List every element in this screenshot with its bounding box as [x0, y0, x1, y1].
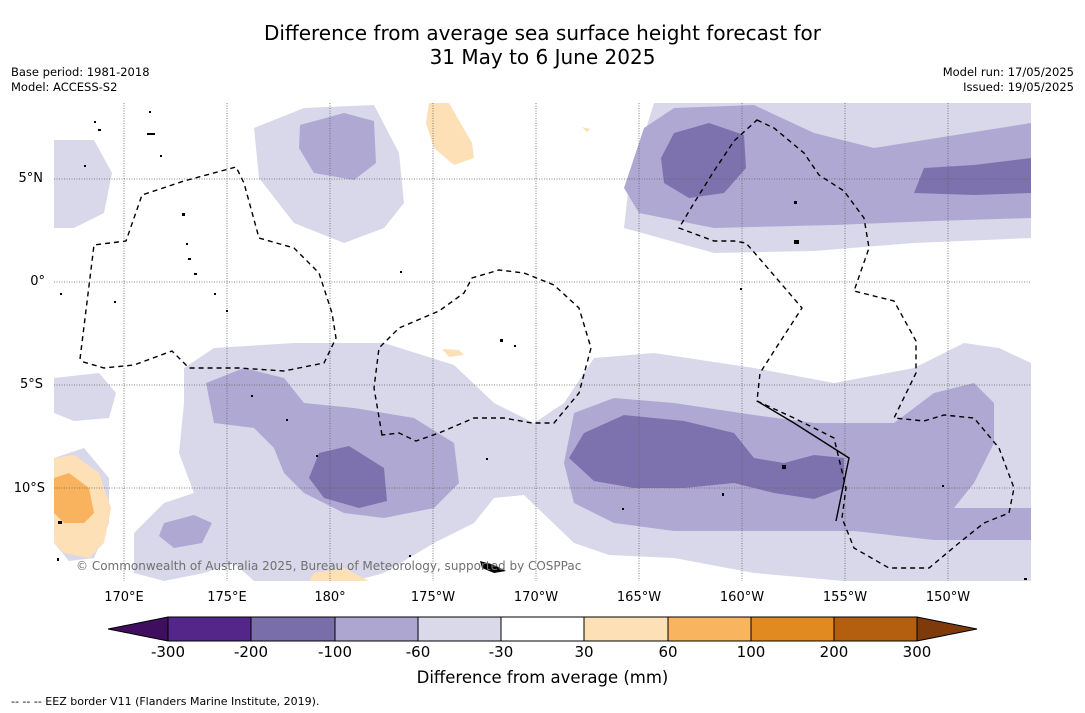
colorbar-segment-5: [501, 617, 584, 641]
islands: [57, 111, 1027, 580]
issued-text: Issued: 19/05/2025: [963, 80, 1074, 94]
lon-label-170w: 170°W: [513, 590, 559, 605]
colorbar-segment-2: [251, 617, 335, 641]
lon-label-175w: 175°W: [410, 590, 456, 605]
eez-footnote: -- -- -- EEZ border V11 (Flanders Marine…: [11, 695, 320, 708]
anomaly-positive-region: [54, 103, 590, 581]
colorbar-tick: -100: [317, 643, 353, 661]
eez-border: [79, 119, 1015, 569]
title-line-2: 31 May to 6 June 2025: [429, 45, 656, 69]
colorbar-segment-9: [834, 617, 917, 641]
lat-label-5n: 5°N: [18, 171, 44, 186]
lon-label-165w: 165°W: [616, 590, 662, 605]
colorbar-tick: 30: [574, 643, 594, 661]
colorbar-tick: -30: [488, 643, 514, 661]
colorbar-segment-10: [917, 617, 977, 641]
lat-label-5s: 5°S: [19, 377, 43, 392]
lon-label-155w: 155°W: [822, 590, 868, 605]
graticule: [54, 103, 1031, 581]
lat-label-0: 0°: [30, 274, 45, 289]
colorbar-segment-0: [108, 617, 168, 641]
colorbar-tick: 300: [902, 643, 932, 661]
colorbar-label: Difference from average (mm): [416, 668, 669, 687]
colorbar-tick: -200: [233, 643, 269, 661]
colorbar-segment-6: [584, 617, 668, 641]
map-title: Difference from average sea surface heig…: [0, 21, 1085, 69]
lon-label-160w: 160°W: [719, 590, 765, 605]
meta-right: Model run: 17/05/2025 Issued: 19/05/2025: [943, 65, 1074, 95]
colorbar-segment-3: [335, 617, 418, 641]
colorbar-segment-4: [418, 617, 501, 641]
colorbar-tick: 60: [658, 643, 678, 661]
colorbar-segment-8: [751, 617, 834, 641]
lon-label-170e: 170°E: [104, 590, 144, 605]
lon-label-150w: 150°W: [925, 590, 971, 605]
meta-left: Base period: 1981-2018 Model: ACCESS-S2: [11, 65, 150, 95]
model-run-text: Model run: 17/05/2025: [942, 65, 1074, 79]
forecast-map: [54, 103, 1031, 581]
eez-solid-segment: [756, 400, 850, 522]
colorbar-tick: -300: [150, 643, 186, 661]
colorbar-segment-1: [168, 617, 251, 641]
model-text: Model: ACCESS-S2: [11, 80, 118, 94]
colorbar-tick: -60: [405, 643, 431, 661]
base-period-text: Base period: 1981-2018: [11, 65, 150, 79]
lon-label-180: 180°: [314, 590, 346, 605]
colorbar-tick: 100: [736, 643, 766, 661]
map-canvas: [54, 103, 1031, 581]
copyright-text: © Commonwealth of Australia 2025, Bureau…: [76, 559, 582, 573]
colorbar: [108, 616, 978, 642]
title-line-1: Difference from average sea surface heig…: [263, 21, 822, 45]
lat-label-10s: 10°S: [13, 481, 45, 496]
colorbar-tick: 200: [819, 643, 849, 661]
lon-label-175e: 175°E: [207, 590, 247, 605]
colorbar-segment-7: [668, 617, 751, 641]
